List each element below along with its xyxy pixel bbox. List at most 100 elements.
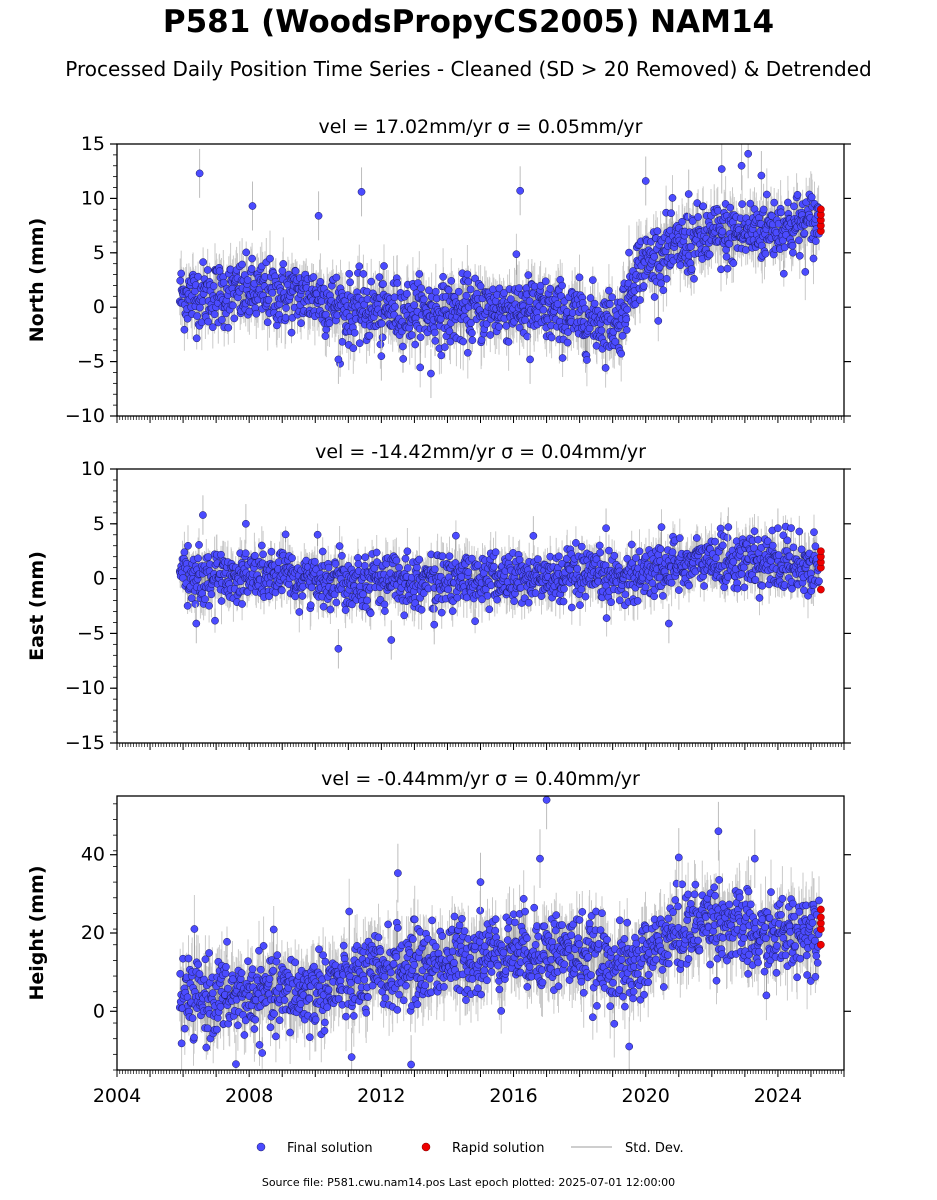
final-solution-point	[269, 966, 278, 975]
final-solution-point	[314, 211, 323, 220]
final-solution-point	[334, 644, 343, 653]
final-solution-point	[199, 258, 207, 266]
final-solution-point	[629, 994, 637, 1003]
final-solution-point	[668, 548, 677, 557]
final-solution-point	[605, 286, 613, 295]
y-tick-label: 0	[93, 1000, 105, 1022]
final-solution-point	[243, 276, 252, 284]
final-solution-point	[675, 534, 684, 542]
final-solution-point	[176, 276, 185, 285]
final-solution-point	[408, 331, 416, 339]
final-solution-point	[393, 924, 402, 932]
final-solution-point	[523, 983, 532, 991]
final-solution-point	[744, 970, 752, 978]
final-solution-point	[297, 319, 305, 328]
final-solution-point	[331, 559, 340, 568]
final-solution-point	[354, 560, 363, 568]
final-solution-point	[398, 342, 407, 351]
final-solution-point	[800, 229, 809, 238]
final-solution-point	[674, 853, 683, 862]
final-solution-point	[476, 282, 485, 291]
final-solution-point	[471, 617, 479, 626]
final-solution-point	[540, 922, 549, 931]
final-solution-point	[519, 894, 528, 903]
final-solution-point	[578, 908, 587, 916]
final-solution-point	[690, 274, 698, 283]
final-solution-point	[345, 269, 354, 278]
rapid-solution-point	[817, 905, 825, 914]
final-solution-point	[783, 536, 792, 545]
final-solution-point	[190, 1033, 198, 1042]
final-solution-point	[213, 1025, 221, 1034]
final-solution-point	[270, 1009, 278, 1018]
final-solution-point	[467, 319, 475, 327]
y-tick-label: −15	[65, 732, 105, 754]
final-solution-point	[607, 598, 615, 607]
final-solution-point	[431, 337, 440, 345]
final-solution-point	[622, 326, 631, 334]
final-solution-point	[791, 942, 800, 950]
final-solution-point	[393, 279, 402, 287]
final-solution-point	[575, 940, 583, 949]
final-solution-point	[695, 946, 704, 955]
final-solution-point	[576, 601, 584, 609]
final-solution-point	[801, 268, 810, 276]
final-solution-point	[808, 918, 817, 927]
final-solution-point	[575, 916, 584, 924]
final-solution-point	[590, 299, 599, 308]
final-solution-point	[194, 272, 202, 281]
final-solution-point	[503, 936, 512, 944]
final-solution-point	[241, 1016, 250, 1025]
final-solution-point	[468, 554, 476, 563]
final-solution-point	[207, 590, 216, 599]
final-solution-point	[563, 338, 572, 347]
final-solution-point	[746, 199, 755, 208]
final-solution-point	[375, 273, 384, 281]
final-solution-point	[438, 552, 447, 561]
final-solution-point	[367, 277, 376, 286]
final-solution-point	[464, 277, 473, 286]
final-solution-point	[363, 596, 371, 605]
final-solution-point	[602, 524, 610, 533]
final-solution-point	[310, 962, 318, 971]
final-solution-point	[286, 1028, 294, 1037]
final-solution-point	[605, 546, 613, 555]
final-solution-point	[401, 554, 410, 563]
final-solution-point	[194, 554, 202, 563]
final-solution-point	[774, 524, 782, 533]
final-solution-point	[534, 932, 543, 941]
final-solution-point	[248, 965, 257, 973]
final-solution-point	[711, 537, 719, 546]
final-solution-point	[759, 205, 768, 214]
final-solution-point	[280, 996, 289, 1004]
final-solution-point	[650, 592, 659, 601]
final-solution-point	[530, 903, 539, 912]
final-solution-point	[586, 294, 595, 302]
final-solution-point	[183, 314, 192, 323]
final-solution-point	[454, 287, 463, 296]
final-solution-point	[204, 553, 213, 561]
final-solution-point	[523, 332, 532, 341]
final-solution-point	[511, 918, 519, 927]
final-solution-point	[258, 1049, 267, 1057]
final-solution-point	[391, 302, 399, 311]
final-solution-point	[625, 1042, 634, 1051]
final-solution-point	[278, 586, 286, 595]
final-solution-point	[729, 259, 738, 268]
final-solution-point	[773, 941, 781, 950]
final-solution-point	[324, 563, 333, 572]
final-solution-point	[712, 554, 720, 563]
final-solution-point	[295, 608, 304, 616]
final-solution-point	[291, 958, 300, 967]
final-solution-point	[664, 914, 673, 923]
final-solution-point	[760, 967, 769, 976]
final-solution-point	[362, 1008, 371, 1017]
final-solution-point	[387, 636, 396, 644]
y-tick-label: −10	[65, 677, 105, 699]
final-solution-point	[770, 198, 779, 207]
final-solution-point	[282, 304, 290, 312]
final-solution-point	[416, 333, 425, 342]
final-solution-point	[219, 278, 228, 287]
final-solution-point	[195, 541, 203, 549]
